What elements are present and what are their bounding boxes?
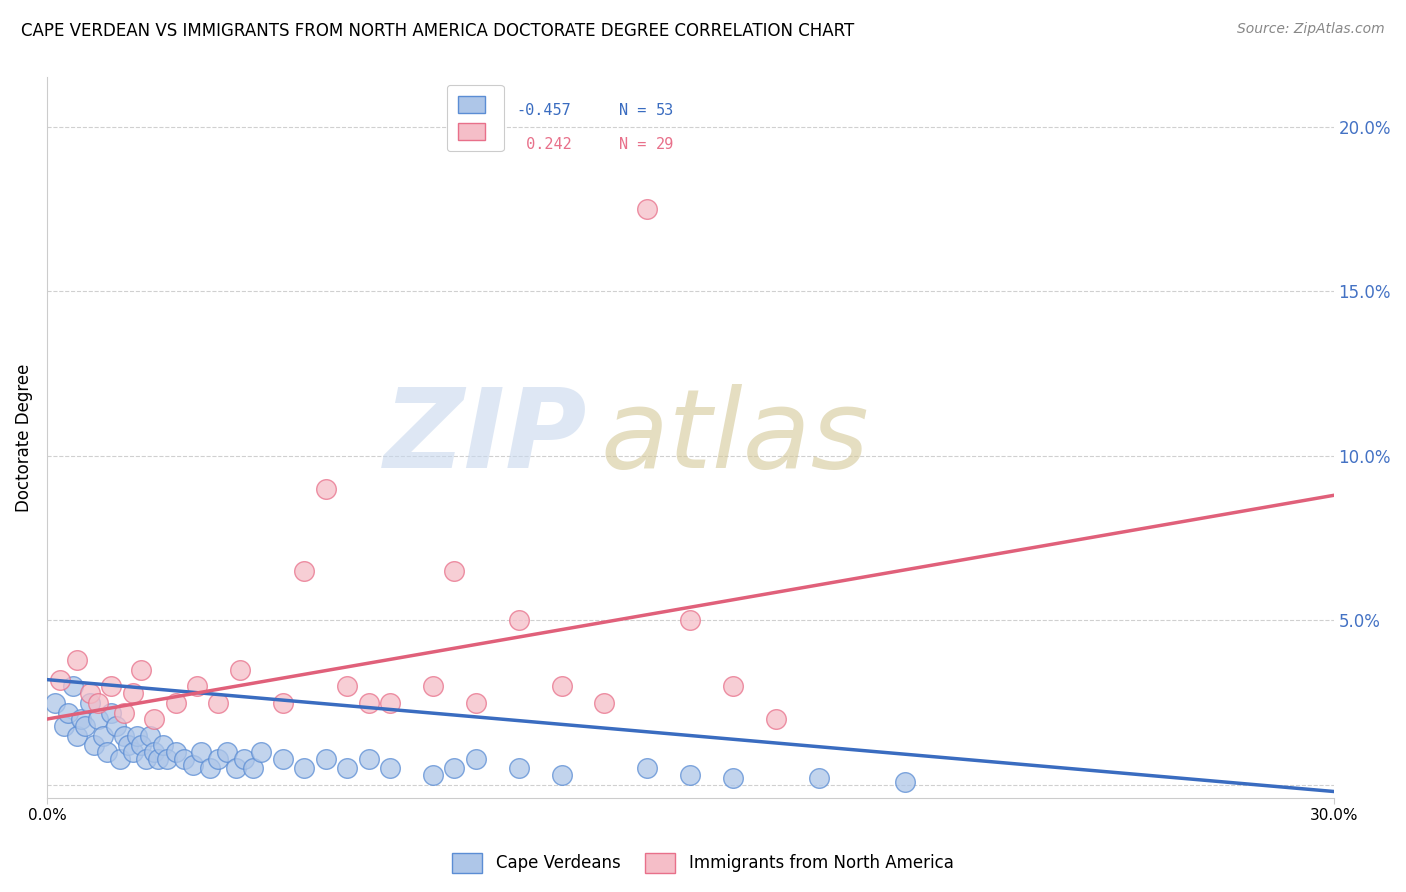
Point bbox=[70, 712, 93, 726]
Point bbox=[593, 696, 616, 710]
Point bbox=[422, 768, 444, 782]
Text: R =: R = bbox=[478, 103, 515, 118]
Point bbox=[129, 663, 152, 677]
Point bbox=[242, 761, 264, 775]
Point bbox=[173, 751, 195, 765]
Point bbox=[44, 696, 66, 710]
Point bbox=[292, 564, 315, 578]
Point bbox=[53, 719, 76, 733]
Legend: Cape Verdeans, Immigrants from North America: Cape Verdeans, Immigrants from North Ame… bbox=[446, 847, 960, 880]
Text: 53: 53 bbox=[655, 103, 673, 118]
Point bbox=[679, 768, 702, 782]
Point bbox=[129, 739, 152, 753]
Point bbox=[91, 729, 114, 743]
Point bbox=[75, 719, 97, 733]
Point bbox=[443, 564, 465, 578]
Point bbox=[292, 761, 315, 775]
Point bbox=[464, 696, 486, 710]
Point bbox=[135, 751, 157, 765]
Point bbox=[117, 739, 139, 753]
Point bbox=[233, 751, 256, 765]
Point bbox=[79, 696, 101, 710]
Point bbox=[79, 686, 101, 700]
Point bbox=[100, 706, 122, 720]
Point bbox=[443, 761, 465, 775]
Point bbox=[152, 739, 174, 753]
Text: ZIP: ZIP bbox=[384, 384, 588, 491]
Point bbox=[550, 768, 572, 782]
Point bbox=[143, 745, 166, 759]
Point bbox=[893, 774, 915, 789]
Y-axis label: Doctorate Degree: Doctorate Degree bbox=[15, 364, 32, 512]
Point bbox=[66, 729, 89, 743]
Point bbox=[181, 758, 204, 772]
Point bbox=[49, 673, 72, 687]
Point bbox=[207, 751, 229, 765]
Point bbox=[87, 696, 110, 710]
Point bbox=[807, 772, 830, 786]
Point bbox=[636, 761, 658, 775]
Point bbox=[207, 696, 229, 710]
Point bbox=[83, 739, 105, 753]
Point bbox=[96, 745, 118, 759]
Point bbox=[765, 712, 787, 726]
Point bbox=[679, 613, 702, 627]
Point bbox=[112, 706, 135, 720]
Point bbox=[508, 613, 530, 627]
Point bbox=[378, 696, 401, 710]
Text: -0.457: -0.457 bbox=[516, 103, 571, 118]
Point bbox=[378, 761, 401, 775]
Point bbox=[143, 712, 166, 726]
Text: N =: N = bbox=[620, 103, 657, 118]
Point bbox=[58, 706, 80, 720]
Text: 29: 29 bbox=[655, 136, 673, 152]
Point bbox=[190, 745, 212, 759]
Legend: , : , bbox=[447, 85, 503, 151]
Point bbox=[87, 712, 110, 726]
Point bbox=[121, 686, 143, 700]
Point bbox=[108, 751, 131, 765]
Point bbox=[66, 653, 89, 667]
Point bbox=[271, 751, 294, 765]
Text: 0.242: 0.242 bbox=[516, 136, 571, 152]
Text: Source: ZipAtlas.com: Source: ZipAtlas.com bbox=[1237, 22, 1385, 37]
Point bbox=[336, 679, 359, 693]
Point bbox=[62, 679, 84, 693]
Point bbox=[315, 482, 337, 496]
Point bbox=[464, 751, 486, 765]
Point bbox=[250, 745, 273, 759]
Text: CAPE VERDEAN VS IMMIGRANTS FROM NORTH AMERICA DOCTORATE DEGREE CORRELATION CHART: CAPE VERDEAN VS IMMIGRANTS FROM NORTH AM… bbox=[21, 22, 855, 40]
Point bbox=[225, 761, 247, 775]
Point bbox=[156, 751, 179, 765]
Point bbox=[165, 745, 187, 759]
Point bbox=[104, 719, 127, 733]
Point bbox=[357, 751, 380, 765]
Point bbox=[357, 696, 380, 710]
Point bbox=[215, 745, 238, 759]
Point bbox=[125, 729, 148, 743]
Text: N =: N = bbox=[620, 136, 657, 152]
Point bbox=[148, 751, 170, 765]
Point bbox=[139, 729, 162, 743]
Point bbox=[198, 761, 221, 775]
Point bbox=[508, 761, 530, 775]
Point bbox=[336, 761, 359, 775]
Point bbox=[636, 202, 658, 216]
Point bbox=[550, 679, 572, 693]
Text: atlas: atlas bbox=[600, 384, 869, 491]
Point bbox=[165, 696, 187, 710]
Point bbox=[100, 679, 122, 693]
Point bbox=[121, 745, 143, 759]
Point bbox=[721, 772, 744, 786]
Point bbox=[186, 679, 208, 693]
Point bbox=[229, 663, 252, 677]
Point bbox=[271, 696, 294, 710]
Text: R =: R = bbox=[478, 136, 515, 152]
Point bbox=[112, 729, 135, 743]
Point bbox=[315, 751, 337, 765]
Point bbox=[721, 679, 744, 693]
Point bbox=[422, 679, 444, 693]
